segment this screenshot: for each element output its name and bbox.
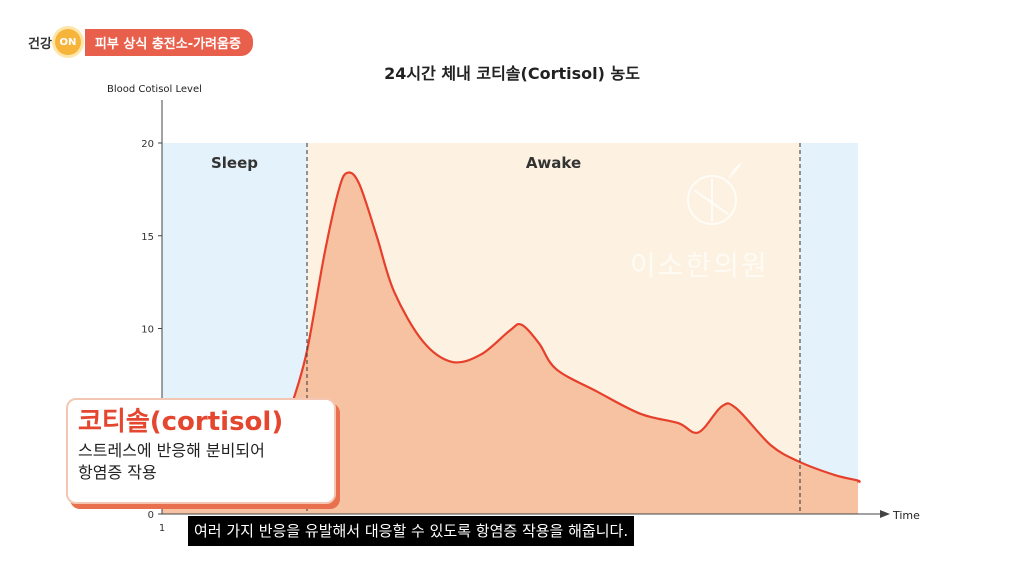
region-band-2 — [800, 143, 858, 514]
bulb-on-icon: ON — [54, 29, 81, 55]
y-tick-label-0: 0 — [148, 510, 154, 521]
subtitle-caption: 여러 가지 반응을 유발해서 대응할 수 있도록 항염증 작용을 해줍니다. — [188, 516, 635, 546]
clinic-logo-icon — [680, 160, 750, 234]
cortisol-line — [161, 171, 861, 495]
cortisol-area — [162, 172, 860, 514]
region-label-awake: Awake — [526, 154, 581, 172]
clinic-watermark: 이소한의원 — [630, 249, 769, 282]
info-box: 코티솔(cortisol) 스트레스에 반응해 분비되어 항염증 작용 — [66, 398, 336, 504]
y-tick-label-3: 15 — [141, 232, 154, 243]
y-tick-label-4: 20 — [141, 139, 154, 150]
badge-prefix: 건강 — [28, 36, 52, 52]
x-axis-arrow-icon — [880, 510, 890, 518]
y-tick-label-2: 10 — [141, 325, 154, 336]
chart-title: 24시간 체내 코티솔(Cortisol) 농도 — [384, 64, 640, 83]
series-title: 피부 상식 충전소-가려움증 — [84, 28, 253, 56]
info-line-2: 항염증 작용 — [78, 463, 157, 482]
x-tick-label-0: 1 — [159, 523, 165, 534]
info-line-1: 스트레스에 반응해 분비되어 — [78, 441, 265, 460]
header-badge: 건강 ON 피부 상식 충전소-가려움증 — [28, 28, 253, 56]
region-label-sleep: Sleep — [211, 154, 258, 172]
y-axis-label: Blood Cotisol Level — [107, 84, 202, 95]
x-axis-label: Time — [892, 509, 920, 522]
info-heading: 코티솔(cortisol) — [78, 407, 284, 437]
